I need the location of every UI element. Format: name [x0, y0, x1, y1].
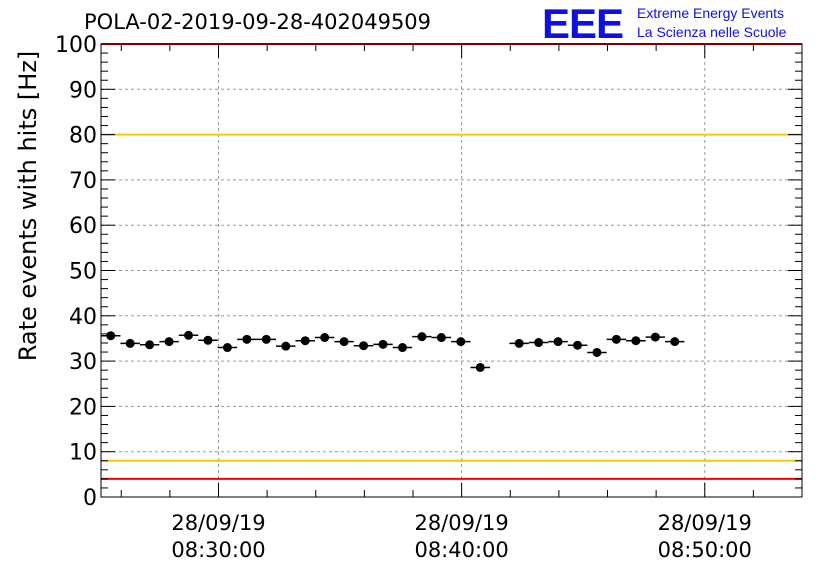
y-tick-label: 60 — [69, 214, 97, 239]
y-tick-label: 40 — [69, 305, 97, 330]
x-tick-time-label: 08:50:00 — [658, 538, 752, 562]
data-point — [475, 362, 485, 372]
x-tick-date-label: 28/09/19 — [171, 511, 265, 535]
data-point — [145, 340, 155, 350]
data-point — [184, 330, 194, 340]
data-point — [203, 335, 213, 345]
x-tick-time-label: 08:40:00 — [414, 538, 508, 562]
data-point — [573, 340, 583, 350]
axes: 0 10 20 30 40 50 60 70 80 90 100 28/09/19 08:30:00 28… — [55, 33, 803, 562]
data-points — [101, 330, 685, 372]
data-point — [670, 337, 680, 347]
y-tick-label: 10 — [69, 441, 97, 466]
data-point — [378, 339, 388, 349]
y-tick-label: 0 — [83, 486, 97, 511]
chart-title: POLA-02-2019-09-28-402049509 — [84, 10, 432, 34]
data-point — [417, 332, 427, 342]
x-tick-time-label: 08:30:00 — [171, 538, 265, 562]
data-point — [534, 338, 544, 348]
data-point — [320, 333, 330, 343]
eee-logo-mark: EEE — [542, 2, 624, 44]
data-point — [456, 337, 466, 347]
data-point — [164, 337, 174, 347]
grid-lines — [101, 44, 802, 497]
data-point — [125, 338, 135, 348]
data-point — [514, 338, 524, 348]
y-tick-label: 90 — [69, 78, 97, 103]
y-axis-label: Rate events with hits [Hz] — [14, 51, 42, 362]
y-tick-label: 20 — [69, 395, 97, 420]
y-tick-label: 30 — [69, 350, 97, 375]
data-point — [611, 334, 621, 344]
data-point — [650, 332, 660, 342]
data-point — [436, 333, 446, 343]
y-tick-label: 100 — [55, 33, 97, 58]
data-point — [222, 343, 232, 353]
data-point — [106, 331, 116, 341]
logo-line-1: Extreme Energy Events — [637, 5, 785, 21]
x-tick-date-label: 28/09/19 — [658, 511, 752, 535]
y-tick-label: 80 — [69, 124, 97, 149]
reference-lines — [101, 43, 802, 480]
data-point — [397, 343, 407, 353]
data-point — [281, 341, 291, 351]
y-tick-label: 70 — [69, 169, 97, 194]
data-point — [242, 334, 252, 344]
data-point — [359, 341, 369, 351]
y-tick-label: 50 — [69, 260, 97, 285]
data-point — [631, 336, 641, 346]
logo-line-2: La Scienza nelle Scuole — [637, 24, 787, 40]
data-point — [261, 334, 271, 344]
data-point — [300, 336, 310, 346]
data-point — [553, 337, 563, 347]
data-point — [339, 337, 349, 347]
x-tick-date-label: 28/09/19 — [414, 511, 508, 535]
data-point — [592, 347, 602, 357]
svg-text:EEE: EEE — [542, 2, 623, 44]
